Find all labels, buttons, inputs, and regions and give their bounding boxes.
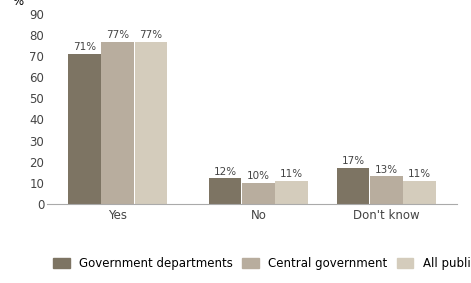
Text: 71%: 71% (73, 42, 96, 52)
Text: 10%: 10% (247, 171, 270, 181)
Y-axis label: %: % (13, 0, 24, 8)
Text: 11%: 11% (280, 169, 303, 179)
Bar (242, 183, 275, 204)
Text: 13%: 13% (375, 165, 398, 175)
Bar (337, 168, 369, 204)
Bar (404, 181, 436, 204)
Text: 77%: 77% (139, 30, 162, 40)
Bar (101, 42, 134, 204)
Legend: Government departments, Central government, All public entities: Government departments, Central governme… (53, 257, 471, 270)
Bar (209, 179, 242, 204)
Bar (68, 54, 100, 204)
Bar (276, 181, 308, 204)
Text: 77%: 77% (106, 30, 129, 40)
Text: 17%: 17% (341, 156, 365, 166)
Bar (370, 176, 403, 204)
Text: 12%: 12% (213, 167, 236, 177)
Bar (135, 42, 167, 204)
Text: 11%: 11% (408, 169, 431, 179)
